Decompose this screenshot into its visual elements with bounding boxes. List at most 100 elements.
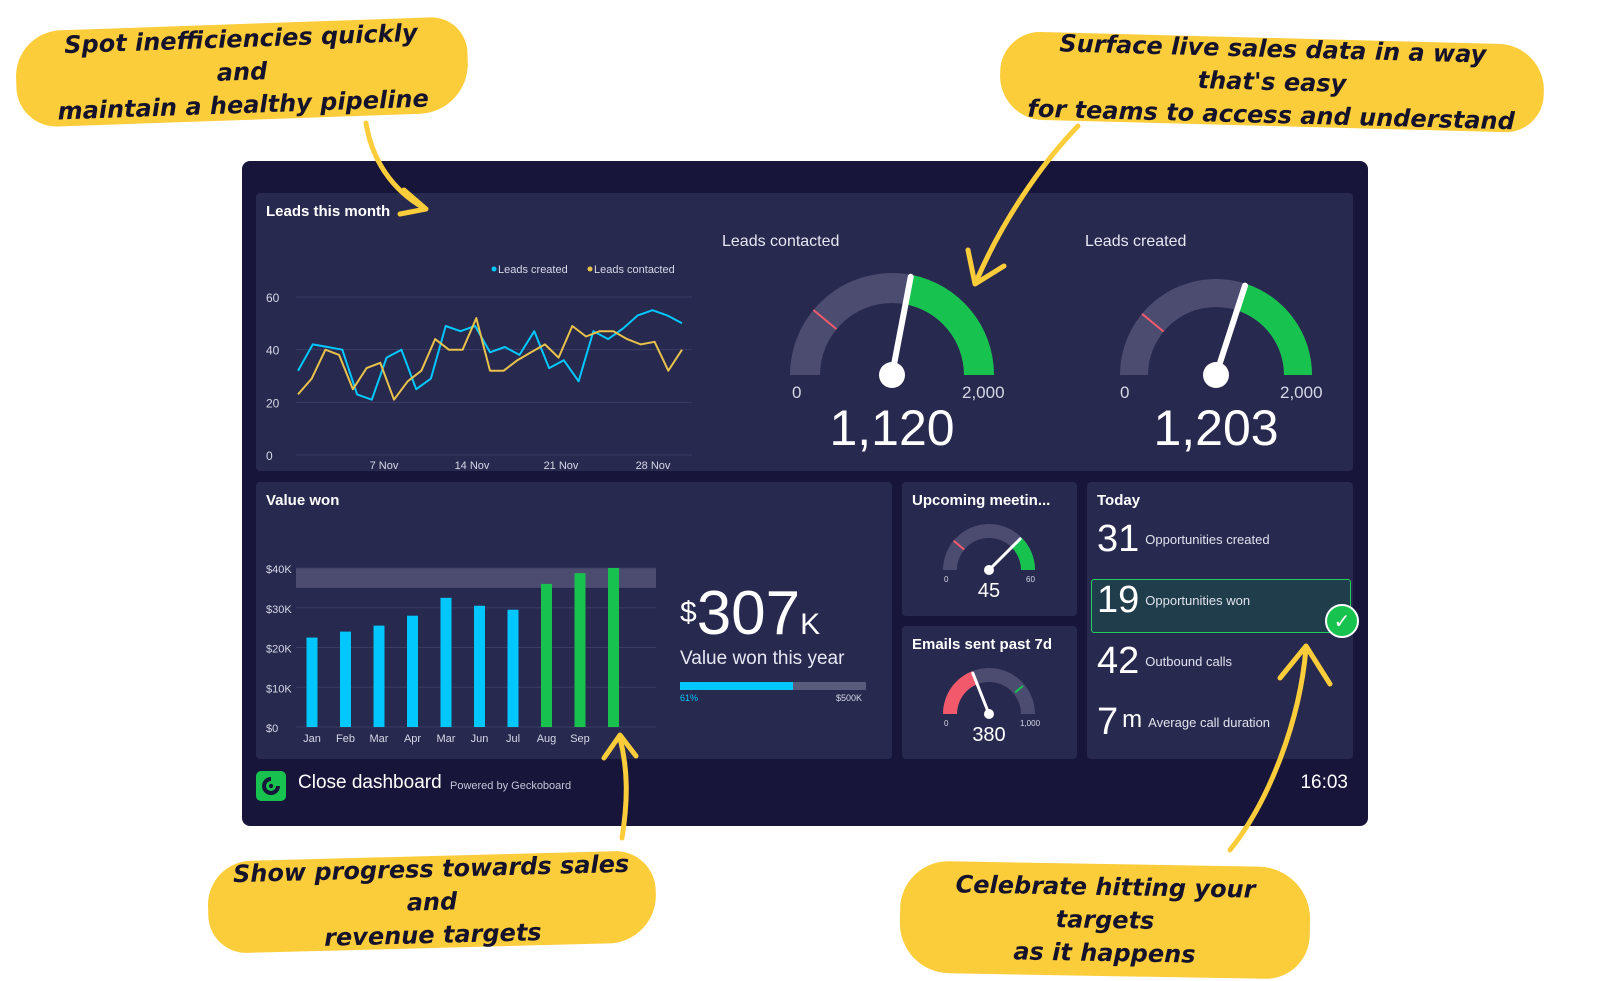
callout-celebrate-line-2: as it happens xyxy=(1013,936,1196,969)
gauge-leads-contacted-value: 1,120 xyxy=(829,400,955,456)
today-row-value: 42 xyxy=(1097,640,1140,682)
gauge-needle-hub xyxy=(1203,362,1229,388)
meetings-panel: Upcoming meetin... 0 60 45 xyxy=(902,482,1077,616)
value-won-total: $307K xyxy=(680,578,820,649)
value-won-suffix: K xyxy=(800,608,821,641)
gauge-leads-created-max: 2,000 xyxy=(1280,383,1323,402)
gauge-meetings-max: 60 xyxy=(1026,575,1035,584)
today-row-value: 19 xyxy=(1097,579,1140,621)
value-won-progress-fill xyxy=(680,682,794,690)
gauge-leads-contacted-max: 2,000 xyxy=(962,383,1005,402)
bar xyxy=(340,631,351,727)
gauge-leads-contacted-title: Leads contacted xyxy=(722,233,840,250)
gauge-meetings-min: 0 xyxy=(944,575,949,584)
gauge-needle-hub xyxy=(984,565,994,575)
callout-celebrate: Celebrate hitting your targets as it hap… xyxy=(899,860,1311,980)
gauge-track xyxy=(943,524,1035,570)
today-row-unit: m xyxy=(1122,705,1143,733)
x-tick-label: Sep xyxy=(570,733,590,745)
y-tick-label: $10K xyxy=(266,683,292,695)
geckoboard-logo-icon xyxy=(256,771,286,801)
callout-live-data: Surface live sales data in a way that's … xyxy=(998,29,1546,135)
dashboard-title: Close dashboard xyxy=(298,772,442,793)
x-tick-label: 7 Nov xyxy=(370,460,399,471)
emails-panel: Emails sent past 7d 0 1,000 380 xyxy=(902,626,1077,759)
x-tick-label: Apr xyxy=(404,733,421,745)
threshold-low-marker xyxy=(812,309,838,330)
y-tick-label: 20 xyxy=(266,396,280,410)
today-row-label: Average call duration xyxy=(1148,714,1271,730)
bar xyxy=(574,573,586,727)
gauge-meetings-value: 45 xyxy=(977,580,1001,602)
x-tick-label: Feb xyxy=(336,733,355,745)
leads-panel: Leads this month 0 20 40 60 7 Nov 14 Nov 21 No… xyxy=(256,193,1353,471)
y-tick-label: $40K xyxy=(266,564,292,576)
gauge-leads-created-title: Leads created xyxy=(1085,233,1187,250)
value-won-panel: Value won $0 $10K $20K $30K $40K Jan Feb Mar Apr… xyxy=(256,482,892,759)
x-tick-label: Mar xyxy=(370,733,389,745)
target-hit-highlight xyxy=(1091,579,1351,633)
gauge-needle xyxy=(1213,282,1249,378)
x-tick-label: Aug xyxy=(537,733,557,745)
gauge-fill xyxy=(1237,283,1312,375)
gauge-emails-max: 1,000 xyxy=(1020,719,1041,728)
y-tick-label: $0 xyxy=(266,723,278,735)
gauge-leads-created-value: 1,203 xyxy=(1153,400,1279,456)
gauge-needle-hub xyxy=(879,362,905,388)
legend-dot xyxy=(491,266,497,272)
emails-title: Emails sent past 7d xyxy=(912,636,1053,653)
today-row-label: Opportunities created xyxy=(1145,531,1270,547)
bar xyxy=(373,625,385,727)
gauge-leads-contacted xyxy=(790,273,994,388)
legend-dot xyxy=(587,266,593,272)
leads-panel-title: Leads this month xyxy=(266,203,391,220)
today-row-average-call-duration: 7 m Average call duration xyxy=(1097,701,1270,744)
value-won-progress-label: 61% xyxy=(680,693,699,703)
value-won-caption: Value won this year xyxy=(680,648,845,669)
y-tick-label: $30K xyxy=(266,604,292,616)
gauge-needle-hub xyxy=(984,709,994,719)
gauge-needle xyxy=(889,273,914,378)
threshold-low-marker xyxy=(1141,313,1165,333)
callout-pipeline: Spot inefficiencies quickly and maintain… xyxy=(14,16,470,128)
gauge-needle xyxy=(971,671,991,716)
gauge-emails-min: 0 xyxy=(944,719,949,728)
bar xyxy=(440,597,452,727)
value-won-bar-chart: $0 $10K $20K $30K $40K Jan Feb Mar Apr Mar Jun Jul A… xyxy=(266,564,656,745)
today-panel: Today 31 Opportunities created 19 Opportun… xyxy=(1087,482,1359,759)
threshold-high-marker xyxy=(1014,541,1024,550)
gauge-emails xyxy=(943,668,1035,719)
series-line-leads-contacted xyxy=(297,317,683,401)
x-tick-label: 28 Nov xyxy=(636,460,671,471)
x-tick-label: 14 Nov xyxy=(455,460,490,471)
dashboard: Leads this month 0 20 40 60 7 Nov 14 Nov 21 No… xyxy=(242,161,1368,826)
series-line-leads-created xyxy=(297,309,683,401)
checkmark-icon: ✓ xyxy=(1325,604,1359,638)
today-row-label: Outbound calls xyxy=(1145,653,1233,669)
bar xyxy=(507,609,519,727)
threshold-low-marker xyxy=(952,539,965,551)
today-row-outbound-calls: 42 Outbound calls xyxy=(1097,640,1232,683)
y-tick-label: 0 xyxy=(266,449,273,463)
gauge-leads-created xyxy=(1120,279,1312,388)
threshold-low-marker xyxy=(952,683,965,695)
leads-line-chart: 0 20 40 60 7 Nov 14 Nov 21 Nov 28 Nov Leads crea… xyxy=(266,264,692,471)
powered-by: Powered by Geckoboard xyxy=(450,780,572,792)
threshold-high-marker xyxy=(1014,685,1024,694)
y-tick-label: 40 xyxy=(266,344,280,358)
gauge-fill xyxy=(905,274,994,375)
callout-progress-line-1: Show progress towards sales and xyxy=(232,849,630,917)
value-won-progress-track xyxy=(680,682,866,690)
bar xyxy=(306,637,318,727)
today-row-opportunities-won: 19 Opportunities won xyxy=(1097,579,1250,622)
bar xyxy=(608,568,619,727)
clock: 16:03 xyxy=(1300,772,1348,793)
gauge-emails-value: 380 xyxy=(972,724,1006,746)
callout-progress: Show progress towards sales and revenue … xyxy=(206,849,658,954)
x-tick-label: Mar xyxy=(437,733,456,745)
today-row-opportunities-created: 31 Opportunities created xyxy=(1097,518,1270,561)
callout-celebrate-line-1: Celebrate hitting your targets xyxy=(955,869,1256,935)
y-tick-label: $20K xyxy=(266,644,292,656)
y-tick-label: 60 xyxy=(266,291,280,305)
today-row-label: Opportunities won xyxy=(1145,592,1251,608)
